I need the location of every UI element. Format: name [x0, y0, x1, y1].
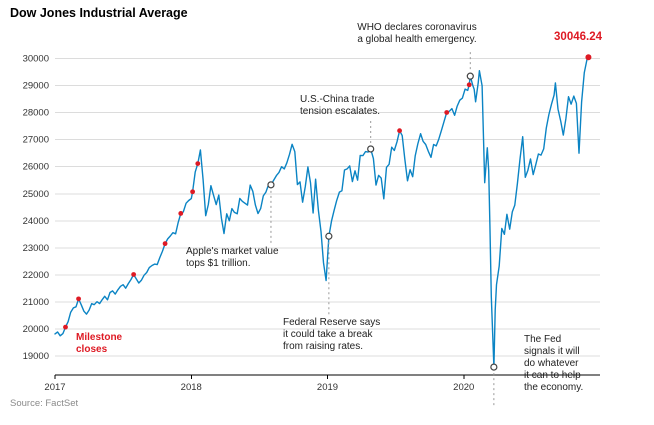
source-label: Source: FactSet: [10, 398, 79, 409]
event-dot-fed_help: [490, 363, 498, 371]
milestone-dot: [162, 241, 168, 247]
chart-title: Dow Jones Industrial Average: [10, 6, 188, 20]
event-dot-apple: [267, 181, 275, 189]
annotation-who-declaration: WHO declares coronavirus a global health…: [357, 22, 477, 45]
milestone-dot: [63, 324, 68, 330]
annotation-milestone-closes: Milestone closes: [76, 332, 123, 355]
annotation-fed-rate-break: Federal Reserve says it could take a bre…: [283, 317, 381, 352]
event-dot-fed_break: [325, 232, 333, 240]
price-line: [54, 56, 590, 368]
x-tick-label: 2019: [317, 382, 338, 393]
y-tick-label: 24000: [23, 216, 49, 227]
event-dot-who: [466, 72, 474, 80]
milestone-dot: [178, 211, 184, 216]
annotation-apple-trillion: Apple's market value tops $1 trillion.: [186, 246, 279, 269]
milestone-dot: [444, 110, 450, 115]
annotation-trade-tension: U.S.-China trade tension escalates.: [300, 94, 381, 117]
milestone-dot: [397, 128, 402, 134]
y-tick-label: 20000: [23, 324, 49, 335]
y-tick-label: 26000: [23, 162, 49, 173]
x-tick-label: 2017: [44, 382, 65, 393]
milestone-dot: [131, 272, 137, 277]
y-tick-label: 19000: [23, 351, 49, 362]
y-tick-label: 30000: [23, 54, 49, 65]
x-tick-label: 2018: [181, 382, 202, 393]
y-tick-label: 27000: [23, 135, 49, 146]
last-close-dot: [585, 54, 592, 61]
y-tick-label: 23000: [23, 243, 49, 254]
last-value-label: 30046.24: [554, 31, 602, 43]
y-tick-label: 25000: [23, 189, 49, 200]
event-dot-trade: [367, 145, 375, 153]
milestone-dot: [195, 161, 201, 167]
y-tick-label: 22000: [23, 270, 49, 281]
milestone-dot: [76, 296, 81, 302]
y-tick-label: 29000: [23, 81, 49, 92]
milestone-dot: [466, 82, 472, 88]
y-tick-label: 28000: [23, 108, 49, 119]
annotation-fed-help-economy: The Fed signals it will do whatever it c…: [524, 334, 584, 393]
milestone-dot: [190, 189, 196, 195]
y-tick-label: 21000: [23, 297, 49, 308]
x-tick-label: 2020: [453, 382, 474, 393]
